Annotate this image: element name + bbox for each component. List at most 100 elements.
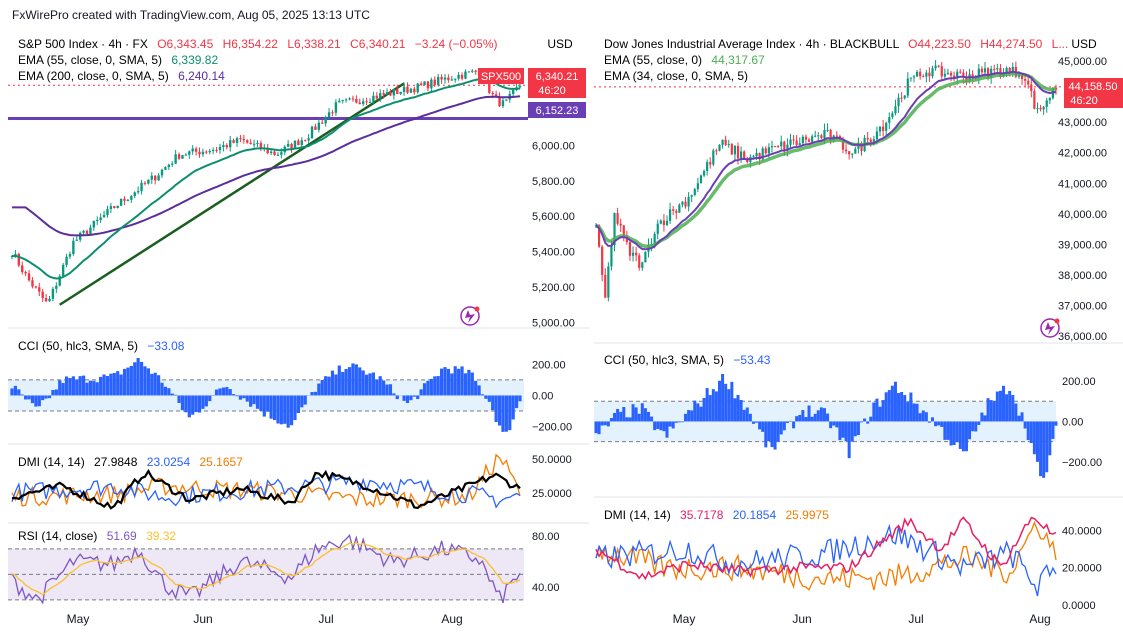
- candle-body: [324, 117, 327, 124]
- cci-bar: [653, 421, 657, 431]
- candle-body: [348, 98, 351, 100]
- candle-body: [672, 209, 675, 211]
- cci-bar: [665, 421, 669, 438]
- candle-body: [811, 136, 814, 142]
- cci-bar: [705, 388, 709, 422]
- cci-bar: [986, 398, 990, 422]
- dmi-plot: [11, 453, 521, 510]
- candle-body: [48, 298, 51, 302]
- cci-bar: [129, 365, 133, 396]
- sp500-chart-svg[interactable]: USD S&P 500 Index · 4h · FX O6,343.45 H6…: [8, 30, 589, 633]
- cci-bar: [807, 405, 811, 422]
- cci-bar: [235, 395, 239, 397]
- candle-body: [980, 68, 984, 73]
- cci-bar: [504, 395, 508, 432]
- cci-bar: [816, 410, 820, 422]
- candle-body: [841, 139, 845, 150]
- candle-body: [1027, 80, 1030, 85]
- y-tick-label: 5,200.00: [532, 282, 575, 294]
- cci-bar: [1051, 421, 1055, 439]
- candle-body: [201, 151, 205, 155]
- level-tag-bg: [528, 102, 586, 118]
- x-tick-label: Jun: [792, 612, 811, 626]
- dow-chart-svg[interactable]: USD Dow Jones Industrial Average Index ·…: [594, 30, 1123, 633]
- candle-body: [934, 65, 937, 69]
- candle-body: [55, 285, 58, 289]
- cci-bar: [1029, 421, 1033, 444]
- cci-bar: [881, 400, 885, 422]
- cci-bar: [201, 395, 205, 409]
- cci-bar: [609, 417, 613, 422]
- cci-bar: [232, 394, 236, 396]
- cci-bar: [677, 421, 681, 423]
- cci-bar: [41, 395, 45, 401]
- candle-body: [848, 151, 851, 155]
- cci-bar: [903, 395, 907, 422]
- tradingview-logo-icon[interactable]: [1040, 318, 1060, 338]
- cci-bar: [687, 410, 691, 422]
- candle-body: [665, 220, 669, 226]
- candle-body: [167, 164, 171, 168]
- candle-body: [419, 83, 423, 85]
- cci-bar: [912, 403, 916, 422]
- candle-body: [727, 144, 730, 146]
- sp500-price-plot: [8, 69, 528, 306]
- y-tick-label: 5,000.00: [532, 317, 575, 329]
- candle-body: [406, 86, 409, 93]
- cci-bar: [884, 392, 888, 422]
- sp500-chart-panel[interactable]: USD S&P 500 Index · 4h · FX O6,343.45 H6…: [8, 30, 589, 633]
- cci-bar: [863, 418, 867, 422]
- cci-bar: [327, 376, 331, 396]
- candle-body: [804, 136, 808, 140]
- tradingview-logo-icon[interactable]: [460, 306, 480, 326]
- candle-body: [218, 147, 222, 150]
- candle-body: [96, 219, 99, 221]
- candle-body: [17, 253, 21, 266]
- cci-bar: [761, 421, 765, 432]
- candle-body: [491, 92, 494, 95]
- cci-bar: [829, 421, 833, 429]
- cci-bar: [974, 421, 978, 432]
- cci-bar: [1032, 421, 1036, 455]
- candle-body: [300, 140, 303, 146]
- candle-body: [307, 138, 310, 141]
- cci-bar: [921, 410, 925, 422]
- candle-body: [436, 76, 440, 85]
- cci-bar: [656, 421, 660, 429]
- candle-body: [474, 70, 477, 72]
- cci-bar: [269, 395, 273, 419]
- symbol-tag-bg: [478, 68, 524, 84]
- cci-bar: [758, 421, 762, 430]
- candle-body: [1042, 106, 1045, 110]
- cci-bar: [949, 421, 953, 446]
- cci-bar: [955, 421, 959, 443]
- cci-bar: [1020, 412, 1024, 422]
- candle-body: [610, 245, 613, 267]
- time-axis[interactable]: May Jun Jul Aug: [67, 612, 463, 626]
- cci-bar: [58, 380, 62, 396]
- cci-bar: [426, 380, 430, 396]
- cci-bar: [764, 421, 768, 448]
- candle-body: [996, 68, 999, 70]
- cci-bar: [34, 395, 38, 407]
- cci-bar: [748, 413, 752, 422]
- cci-bar: [943, 421, 947, 440]
- cci-bar: [214, 389, 219, 396]
- cci-bar: [952, 421, 956, 446]
- cci-bar: [320, 380, 324, 396]
- candle-body: [150, 175, 153, 180]
- cci-bar: [208, 395, 212, 402]
- candle-body: [1005, 68, 1008, 73]
- cci-bar: [992, 401, 996, 422]
- cci-plot: [8, 357, 524, 432]
- candle-body: [662, 220, 666, 226]
- dow-chart-panel[interactable]: USD Dow Jones Industrial Average Index ·…: [594, 30, 1123, 633]
- cci-bar: [283, 395, 287, 424]
- time-axis[interactable]: May Jun Jul Aug: [673, 612, 1051, 626]
- cci-bar: [1039, 421, 1043, 477]
- cci-bar: [909, 392, 913, 422]
- y-tick-label: 40.00: [532, 582, 560, 594]
- candle-body: [471, 70, 474, 72]
- cci-bar: [463, 373, 468, 396]
- cci-bar: [835, 421, 839, 428]
